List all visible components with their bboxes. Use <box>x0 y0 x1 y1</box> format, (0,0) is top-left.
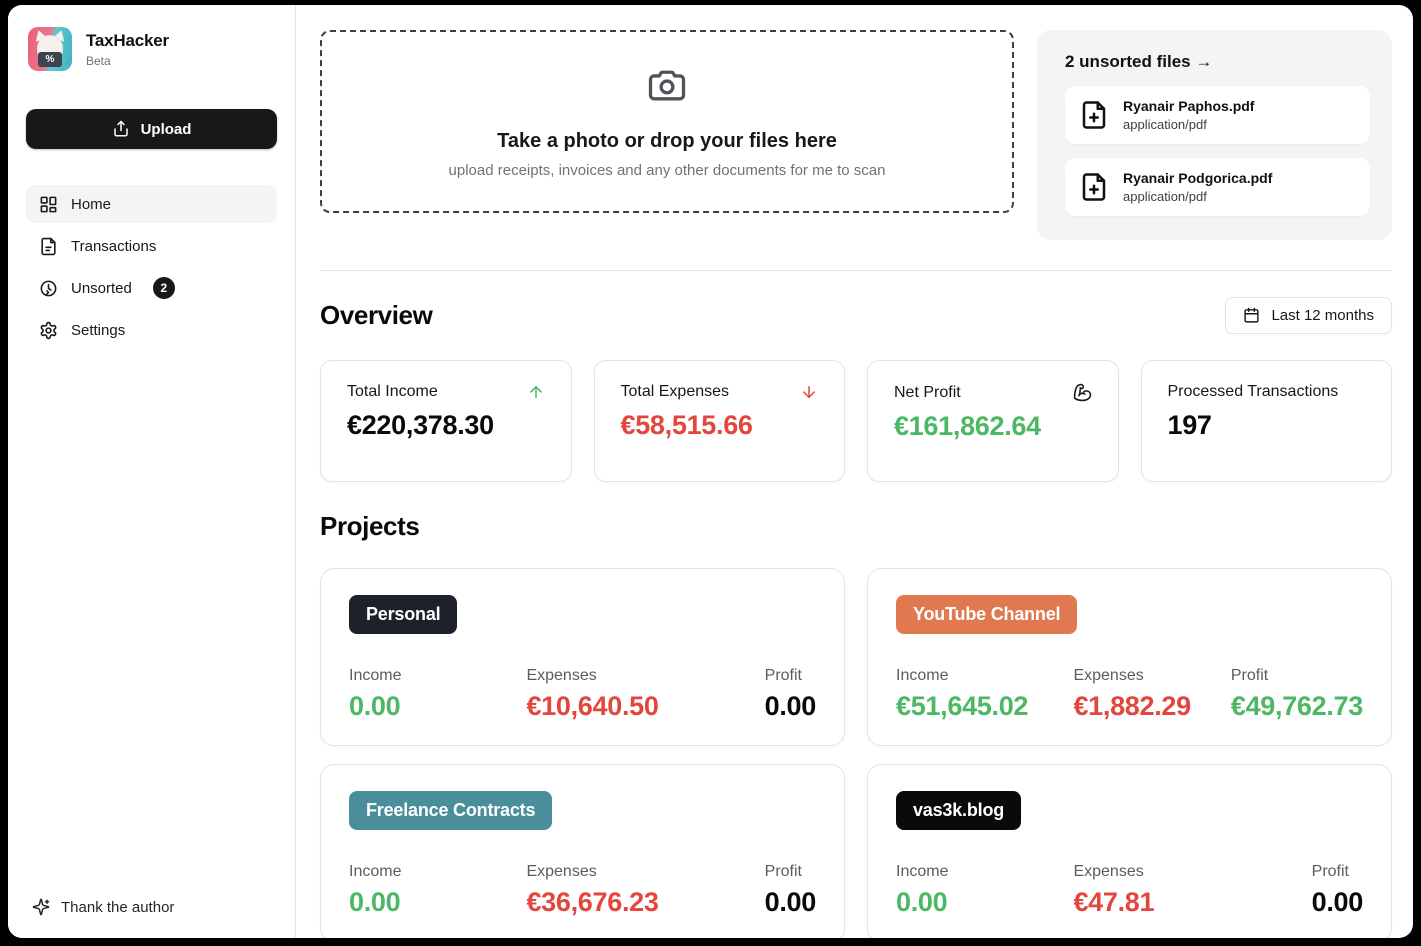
profit-value: 0.00 <box>764 691 817 721</box>
sparkles-icon <box>32 898 50 916</box>
expenses-label: Expenses <box>526 863 597 880</box>
clock-icon <box>39 279 58 298</box>
stat-card-total-expenses: Total Expenses €58,515.66 <box>593 360 845 482</box>
stat-value: 197 <box>1167 410 1212 440</box>
upload-button[interactable]: Upload <box>26 109 277 149</box>
stat-label: Total Income <box>347 383 438 400</box>
stat-value: €58,515.66 <box>620 410 753 440</box>
income-label: Income <box>349 667 402 684</box>
project-badge: YouTube Channel <box>896 595 1078 634</box>
income-value: 0.00 <box>349 691 401 721</box>
sidebar-item-label: Unsorted <box>71 279 132 297</box>
income-label: Income <box>349 863 402 880</box>
expenses-value: €1,882.29 <box>1073 691 1191 721</box>
dashboard-icon <box>39 195 58 214</box>
expenses-value: €47.81 <box>1073 887 1155 917</box>
file-item[interactable]: Ryanair Paphos.pdf application/pdf <box>1065 86 1370 144</box>
file-dropzone[interactable]: Take a photo or drop your files here upl… <box>320 30 1014 213</box>
file-plus-icon <box>1079 172 1109 202</box>
sidebar-item-label: Transactions <box>71 237 157 255</box>
expenses-value: €36,676.23 <box>526 887 659 917</box>
trend-up-icon <box>527 383 545 401</box>
expenses-label: Expenses <box>526 667 597 684</box>
income-label: Income <box>896 667 949 684</box>
stat-value: €161,862.64 <box>894 411 1041 441</box>
file-type: application/pdf <box>1123 117 1207 132</box>
app-logo-icon: % <box>28 27 72 71</box>
income-label: Income <box>896 863 949 880</box>
stat-card-processed-transactions: Processed Transactions 197 <box>1140 360 1392 482</box>
calendar-icon <box>1243 307 1260 324</box>
income-value: €51,645.02 <box>896 691 1029 721</box>
project-card-freelance-contracts[interactable]: Freelance Contracts Income 0.00 Expenses… <box>320 764 845 938</box>
biceps-icon <box>1073 383 1092 402</box>
unsorted-files-title[interactable]: 2 unsorted files → <box>1065 52 1213 71</box>
dropzone-subtitle: upload receipts, invoices and any other … <box>448 162 886 179</box>
profit-label: Profit <box>1311 863 1349 880</box>
file-plus-icon <box>1079 100 1109 130</box>
expenses-label: Expenses <box>1073 863 1144 880</box>
stat-label: Processed Transactions <box>1167 383 1339 400</box>
file-item[interactable]: Ryanair Podgorica.pdf application/pdf <box>1065 158 1370 216</box>
profit-label: Profit <box>764 667 802 684</box>
sidebar-item-home[interactable]: Home <box>26 185 277 223</box>
main-content: Take a photo or drop your files here upl… <box>296 5 1413 938</box>
project-card-vas3k-blog[interactable]: vas3k.blog Income 0.00 Expenses €47.81 P… <box>867 764 1392 938</box>
trend-down-icon <box>800 383 818 401</box>
sidebar-item-label: Settings <box>71 321 126 339</box>
file-type: application/pdf <box>1123 189 1207 204</box>
stat-card-net-profit: Net Profit €161,862.64 <box>867 360 1119 482</box>
profit-label: Profit <box>764 863 802 880</box>
projects-grid: Personal Income 0.00 Expenses €10,640.50… <box>320 568 1392 938</box>
unsorted-count-badge: 2 <box>152 277 175 299</box>
project-badge: Freelance Contracts <box>349 791 553 830</box>
sidebar: % TaxHacker Beta Upload Home <box>8 5 296 938</box>
file-text-icon <box>39 237 58 256</box>
sidebar-item-unsorted[interactable]: Unsorted 2 <box>26 269 277 307</box>
income-value: 0.00 <box>349 887 401 917</box>
section-divider <box>320 270 1392 271</box>
profit-value: 0.00 <box>764 887 817 917</box>
overview-stats: Total Income €220,378.30 Total Expenses … <box>320 360 1392 482</box>
gear-icon <box>39 321 58 340</box>
project-badge: vas3k.blog <box>896 791 1022 830</box>
project-card-youtube-channel[interactable]: YouTube Channel Income €51,645.02 Expens… <box>867 568 1392 746</box>
period-filter-label: Last 12 months <box>1271 307 1374 324</box>
expenses-label: Expenses <box>1073 667 1144 684</box>
thank-author-label: Thank the author <box>61 898 175 916</box>
app-title: TaxHacker <box>86 30 169 50</box>
app-subtitle: Beta <box>86 53 111 68</box>
projects-title: Projects <box>320 511 420 541</box>
file-name: Ryanair Podgorica.pdf <box>1123 170 1273 186</box>
sidebar-item-settings[interactable]: Settings <box>26 311 277 349</box>
sidebar-item-transactions[interactable]: Transactions <box>26 227 277 265</box>
stat-card-total-income: Total Income €220,378.30 <box>320 360 572 482</box>
camera-icon <box>645 64 689 108</box>
profit-value: €49,762.73 <box>1230 691 1363 721</box>
app-logo-row: % TaxHacker Beta <box>26 27 277 71</box>
project-badge: Personal <box>349 595 458 634</box>
income-value: 0.00 <box>896 887 948 917</box>
upload-icon <box>112 120 130 138</box>
profit-value: 0.00 <box>1311 887 1364 917</box>
stat-label: Net Profit <box>894 383 961 401</box>
sidebar-nav: Home Transactions Unsorted 2 Settings <box>26 185 277 349</box>
stat-label: Total Expenses <box>620 383 730 400</box>
dropzone-title: Take a photo or drop your files here <box>497 130 837 152</box>
unsorted-files-panel: 2 unsorted files → Ryanair Paphos.pdf ap… <box>1037 30 1392 240</box>
file-name: Ryanair Paphos.pdf <box>1123 98 1255 114</box>
profit-label: Profit <box>1230 667 1269 684</box>
stat-value: €220,378.30 <box>347 410 494 440</box>
upload-button-label: Upload <box>140 120 192 138</box>
thank-author-link[interactable]: Thank the author <box>26 898 277 916</box>
overview-title: Overview <box>320 300 433 330</box>
app-window: % TaxHacker Beta Upload Home <box>8 5 1413 938</box>
period-filter-button[interactable]: Last 12 months <box>1225 297 1392 334</box>
project-card-personal[interactable]: Personal Income 0.00 Expenses €10,640.50… <box>320 568 845 746</box>
expenses-value: €10,640.50 <box>526 691 659 721</box>
sidebar-item-label: Home <box>71 195 112 213</box>
